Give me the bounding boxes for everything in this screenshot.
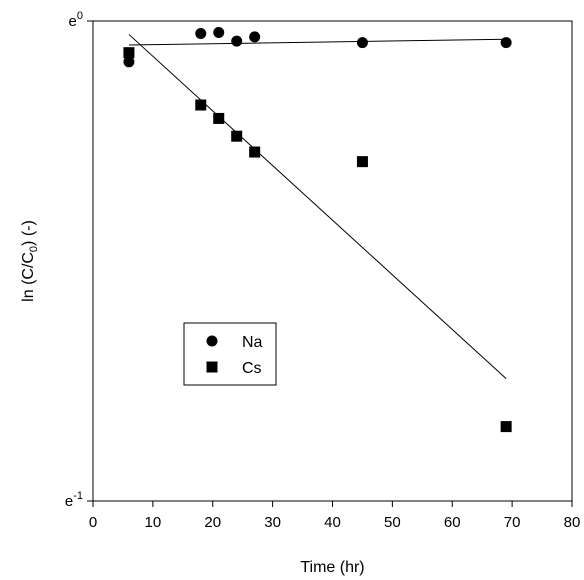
legend-label-na: Na — [242, 334, 263, 351]
y-tick-label: e0 — [69, 10, 83, 30]
fit-lines — [128, 34, 507, 379]
x-tick-label: 10 — [145, 514, 162, 531]
y-tick-base: e — [69, 13, 77, 30]
data-points — [123, 27, 512, 433]
y-axis-label-prefix: ln (C/C — [20, 252, 37, 302]
x-axis-label: Time (hr) — [300, 559, 364, 576]
y-tick-exponent: 0 — [77, 10, 83, 22]
y-axis-label-suffix: ) (-) — [20, 220, 37, 246]
plot-frame — [92, 20, 573, 502]
point-na — [356, 37, 368, 49]
fit-line-na — [128, 38, 507, 46]
legend-box — [183, 322, 277, 386]
x-tick-label: 50 — [384, 514, 401, 531]
y-tick-base: e — [65, 493, 73, 510]
point-cs — [231, 130, 243, 142]
point-cs — [213, 112, 225, 124]
y-tick-exponent: -1 — [73, 490, 83, 502]
x-tick-label: 0 — [89, 514, 97, 531]
point-na — [249, 31, 261, 43]
x-tick-label: 60 — [444, 514, 461, 531]
y-tick-label: e-1 — [65, 490, 83, 510]
legend-marker-cs — [206, 361, 218, 373]
point-cs — [356, 156, 368, 168]
point-na — [213, 27, 225, 39]
point-na — [195, 27, 207, 39]
point-cs — [500, 421, 512, 433]
legend: Na Cs — [183, 322, 277, 386]
point-na — [500, 37, 512, 49]
x-tick-label: 20 — [204, 514, 221, 531]
x-tick-label: 40 — [324, 514, 341, 531]
point-cs — [123, 47, 135, 59]
point-cs — [249, 146, 261, 158]
x-tick-label: 80 — [564, 514, 581, 531]
point-na — [123, 56, 135, 68]
x-tick-label: 70 — [504, 514, 521, 531]
point-cs — [195, 99, 207, 111]
y-axis-label: ln (C/C0) (-) — [20, 220, 40, 302]
y-axis-label-subscript: 0 — [28, 246, 40, 252]
fit-line-cs — [128, 34, 507, 379]
legend-label-cs: Cs — [242, 360, 262, 377]
legend-marker-na — [206, 335, 218, 347]
point-na — [231, 35, 243, 47]
x-tick-label: 30 — [264, 514, 281, 531]
